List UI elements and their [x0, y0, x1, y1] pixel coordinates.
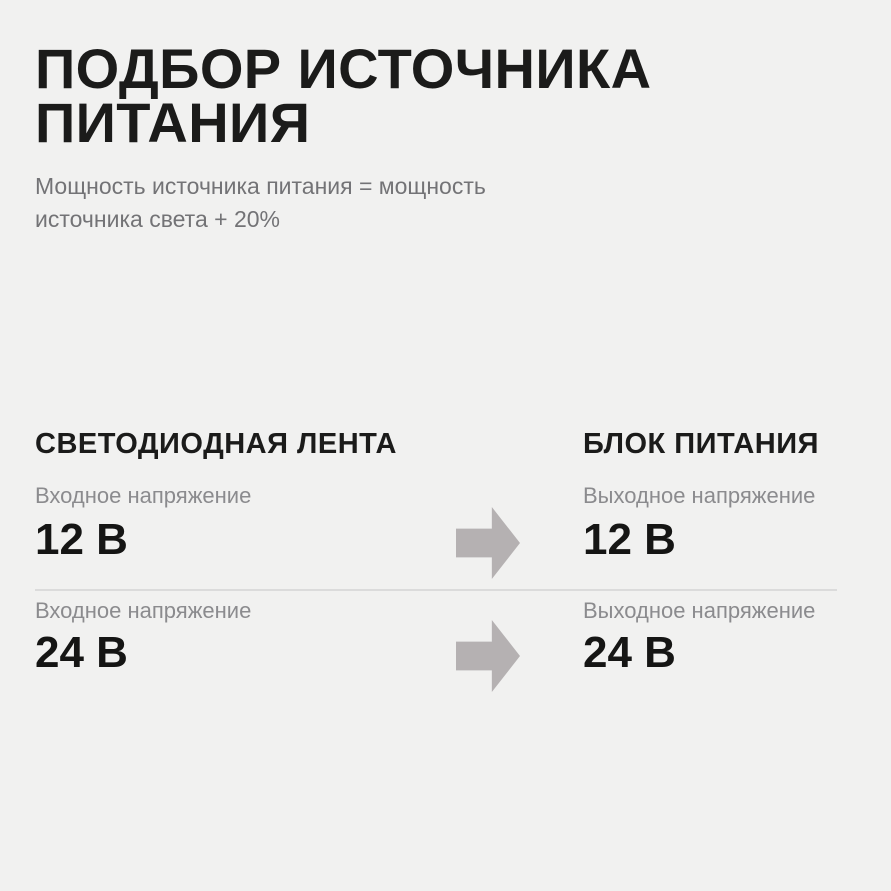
right-arrow-icon — [456, 620, 520, 692]
input-voltage-label: Входное напряжение — [35, 598, 252, 623]
page-subtitle: Мощность источника питания = мощность ис… — [35, 173, 486, 232]
column-header-led-strip: СВЕТОДИОДНАЯ ЛЕНТА — [35, 428, 397, 460]
input-voltage-value: 24 В — [35, 628, 128, 677]
row-divider — [35, 589, 837, 591]
page-title: ПОДБОР ИСТОЧНИКА ПИТАНИЯ — [35, 37, 652, 154]
output-voltage-label: Выходное напряжение — [583, 598, 816, 623]
output-voltage-value: 12 В — [583, 515, 676, 564]
column-header-power-supply: БЛОК ПИТАНИЯ — [583, 428, 819, 460]
input-voltage-label: Входное напряжение — [35, 483, 252, 508]
input-voltage-value: 12 В — [35, 515, 128, 564]
output-voltage-label: Выходное напряжение — [583, 483, 816, 508]
output-voltage-value: 24 В — [583, 628, 676, 677]
right-arrow-icon — [456, 507, 520, 579]
